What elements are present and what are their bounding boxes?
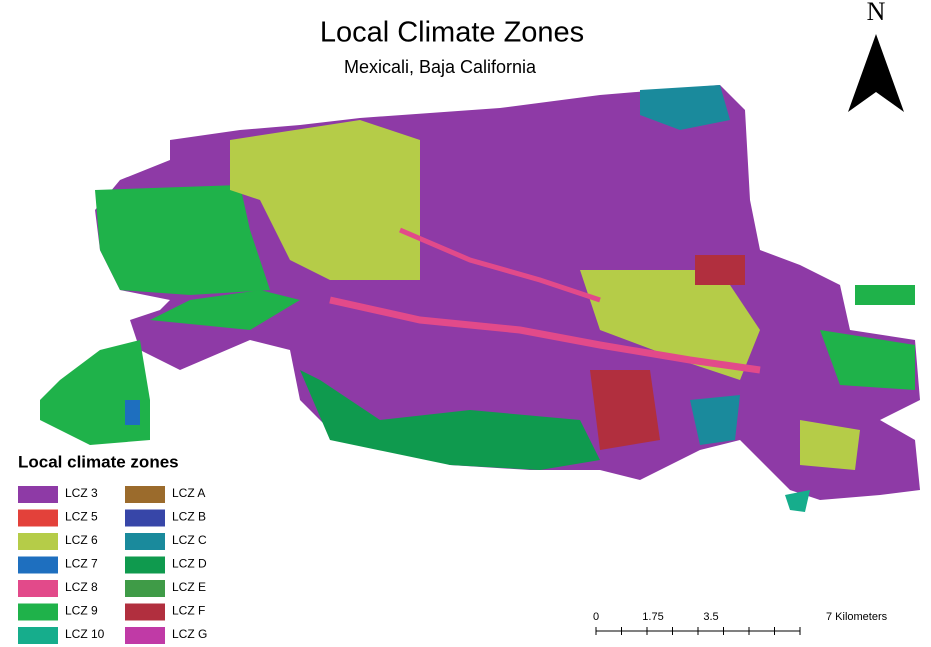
zone-region bbox=[695, 255, 745, 285]
legend-swatch bbox=[18, 486, 58, 503]
zone-region bbox=[855, 285, 915, 305]
river bbox=[399, 227, 601, 303]
zone-region bbox=[800, 420, 860, 470]
legend-label: LCZ 3 bbox=[65, 486, 98, 500]
legend: LCZ 3 LCZ 5 LCZ 6 LCZ 7 LCZ 8 LCZ 9 LCZ 10 LCZ … bbox=[18, 486, 207, 644]
legend-label: LCZ 8 bbox=[65, 580, 98, 594]
legend-swatch bbox=[125, 627, 165, 644]
river bbox=[329, 296, 761, 374]
map-title: Local Climate Zones bbox=[320, 17, 584, 49]
legend-label: LCZ E bbox=[172, 580, 206, 594]
map-subtitle: Mexicali, Baja California bbox=[344, 57, 537, 77]
legend-swatch bbox=[18, 509, 58, 527]
legend-swatch bbox=[18, 580, 58, 597]
legend-title: Local climate zones bbox=[18, 452, 179, 471]
north-label: N bbox=[867, 0, 886, 26]
zone-region bbox=[150, 290, 300, 330]
legend-label: LCZ A bbox=[172, 486, 205, 500]
legend-label: LCZ G bbox=[172, 627, 207, 641]
map-area bbox=[40, 85, 920, 512]
legend-label: LCZ D bbox=[172, 557, 207, 571]
legend-label: LCZ 9 bbox=[65, 604, 98, 618]
zone-region bbox=[230, 120, 420, 280]
zone-region bbox=[580, 270, 760, 380]
zone-region bbox=[690, 395, 740, 445]
legend-label: LCZ 10 bbox=[65, 627, 105, 641]
scale-bar: 0 1.75 3.5 7 Kilometers bbox=[593, 611, 888, 635]
legend-label: LCZ 7 bbox=[65, 557, 98, 571]
legend-swatch bbox=[125, 533, 165, 550]
zone-region bbox=[40, 340, 150, 445]
zone-region bbox=[300, 370, 600, 470]
zone-region bbox=[785, 490, 810, 512]
zone-region bbox=[820, 330, 915, 390]
legend-swatch bbox=[125, 556, 165, 574]
zone-region bbox=[95, 185, 270, 295]
zone-region bbox=[640, 85, 730, 130]
legend-swatch bbox=[18, 556, 58, 574]
zone-region bbox=[590, 370, 660, 450]
north-arrow bbox=[848, 34, 904, 112]
scale-label: 7 Kilometers bbox=[826, 611, 888, 623]
legend-swatch bbox=[125, 580, 165, 597]
legend-swatch bbox=[125, 509, 165, 527]
legend-label: LCZ B bbox=[172, 510, 206, 524]
legend-swatch bbox=[18, 533, 58, 550]
legend-swatch bbox=[18, 603, 58, 621]
legend-label: LCZ 6 bbox=[65, 533, 98, 547]
scale-label: 1.75 bbox=[642, 611, 663, 623]
legend-label: LCZ 5 bbox=[65, 510, 98, 524]
zone-region bbox=[125, 400, 140, 425]
scale-label: 0 bbox=[593, 611, 599, 623]
legend-label: LCZ C bbox=[172, 533, 207, 547]
legend-swatch bbox=[125, 603, 165, 621]
legend-swatch bbox=[125, 486, 165, 503]
legend-swatch bbox=[18, 627, 58, 644]
legend-label: LCZ F bbox=[172, 604, 205, 618]
scale-label: 3.5 bbox=[703, 611, 718, 623]
